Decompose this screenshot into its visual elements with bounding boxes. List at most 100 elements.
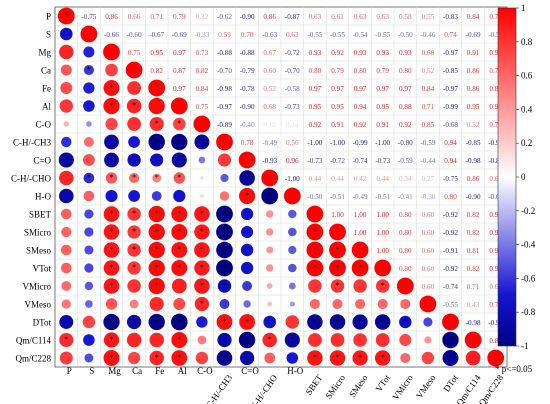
corr-circle [58,188,74,204]
corr-circle [171,350,188,366]
corr-value: -1.00 [285,175,300,183]
corr-circle [105,172,118,184]
corr-value: 0.91 [467,49,480,57]
corr-circle [242,281,253,291]
corr-circle [286,352,299,364]
corr-value: 1.00 [354,211,367,219]
corr-value: 0.86 [263,13,276,21]
corr-circle [126,314,142,330]
corr-circle [374,350,391,366]
corr-value: 0.93 [354,49,367,57]
corr-value: -0.59 [398,157,413,165]
corr-circle [171,224,188,240]
significance-star: * [381,317,385,326]
corr-circle [84,281,94,291]
corr-circle [170,313,188,331]
corr-value: -0.90 [240,103,255,111]
corr-circle [103,350,120,366]
corr-circle [194,260,210,276]
corr-circle [306,223,324,241]
corr-circle [171,332,188,348]
significance-star: * [155,227,159,236]
corr-value: 0.91 [489,247,502,255]
corr-circle [84,263,94,273]
corr-value: 1.00 [376,211,389,219]
column-label: P [67,366,72,376]
colorbar-tick-label: 0.4 [521,104,533,114]
corr-value: -1.00 [330,139,345,147]
corr-value: -0.85 [443,67,458,75]
corr-value: -0.73 [307,157,322,165]
corr-value: 0.80 [399,67,412,75]
corr-circle [82,315,96,329]
corr-value: 0.27 [422,175,435,183]
corr-circle [150,153,164,167]
corr-circle-diagonal [442,313,459,331]
corr-value: 0.95 [467,103,480,111]
corr-circle [126,332,142,348]
corr-value: 0.82 [467,229,480,237]
significance-star: * [223,263,227,272]
corr-value: -0.79 [240,67,255,75]
corr-value: -0.33 [194,31,209,39]
corr-circle [59,44,74,60]
corr-circle [173,298,186,310]
corr-circle-diagonal [306,205,324,223]
corr-circle [152,173,162,183]
corr-value: 0.86 [489,85,502,93]
corr-value: 0.97 [331,85,344,93]
corr-circle [219,299,230,309]
corr-value: 0.84 [467,13,480,21]
corr-circle [355,298,366,310]
corr-value: 0.88 [399,103,412,111]
corr-value: -1.00 [375,139,390,147]
corr-circle [375,279,390,293]
significance-star: * [245,335,249,344]
corr-value: 0.92 [489,229,502,237]
corr-circle-diagonal [148,79,166,97]
corr-circle [194,206,210,222]
corr-circle [266,283,273,289]
corr-circle [377,298,388,310]
corr-circle [61,208,72,220]
significance-star: * [177,335,181,344]
corr-circle [352,350,368,366]
corr-circle [83,46,95,58]
corr-value: 0.94 [444,157,457,165]
corr-value: 0.70 [241,31,254,39]
significance-star: * [358,317,362,326]
corr-circle [239,314,255,330]
corr-circle [216,350,233,366]
significance-star: * [313,227,317,236]
corr-circle [103,278,120,294]
corr-circle [58,152,74,168]
corr-value: -0.73 [285,103,300,111]
corr-circle [148,313,165,331]
colorbar-tick-label: 0.2 [521,138,532,148]
significance-star: * [381,353,385,362]
corr-value: -0.66 [104,31,119,39]
significance-star: * [132,227,136,236]
corr-value: 0.80 [444,193,457,201]
colorbar-tick-label: -0.8 [521,307,536,317]
corr-circle-diagonal [329,223,346,241]
corr-value: 0.52 [263,85,276,93]
colorbar-tick-label: -1 [521,341,529,351]
corr-circle [61,244,72,256]
corr-value: 0.74 [489,301,502,309]
column-label: C-O [197,366,213,376]
significance-star: * [313,317,317,326]
significance-star: * [177,209,181,218]
corr-value: 0.12 [263,121,276,129]
corr-circle [105,117,118,131]
corr-value: 0.59 [218,31,231,39]
corr-value: 0.68 [422,49,435,57]
corr-value: 0.52 [467,121,480,129]
corr-circle-diagonal [125,61,143,79]
significance-star: * [155,173,159,182]
corr-value: 0.74 [489,121,502,129]
corr-circle [84,353,94,363]
significance-star: * [200,245,204,254]
corr-value: 0.93 [376,49,389,57]
corr-value: -0.85 [488,157,503,165]
